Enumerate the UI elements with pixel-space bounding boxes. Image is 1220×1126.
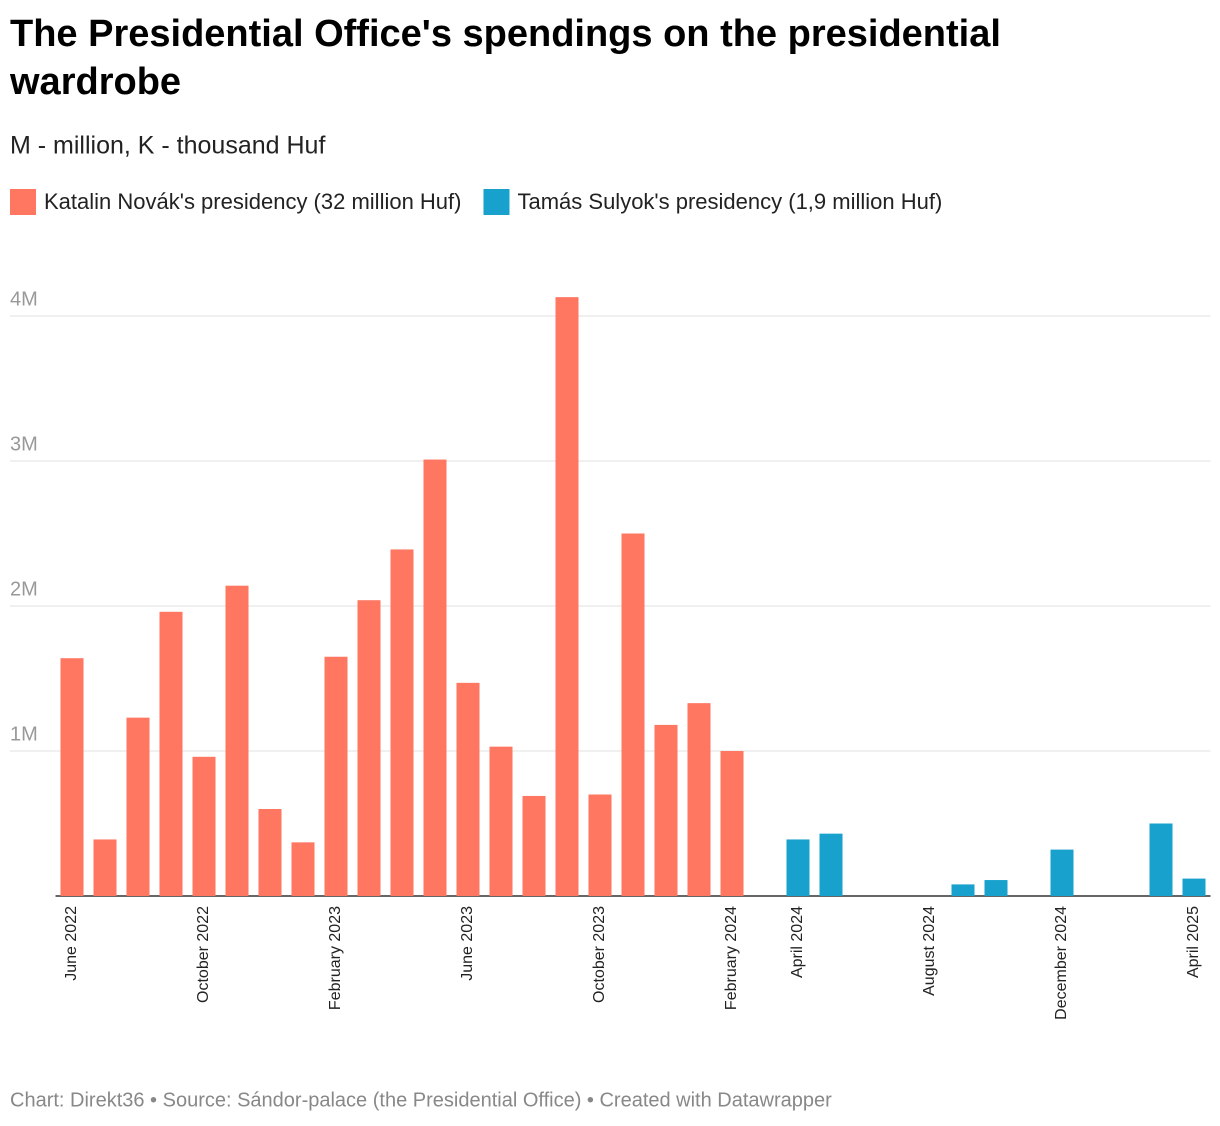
bar bbox=[786, 839, 810, 896]
bar bbox=[687, 703, 711, 896]
x-tick-label: December 2024 bbox=[1053, 906, 1070, 1020]
bar bbox=[423, 459, 447, 896]
bar bbox=[720, 751, 744, 896]
legend-swatch bbox=[483, 189, 510, 215]
x-tick-label: April 2025 bbox=[1185, 906, 1202, 978]
bar bbox=[951, 884, 975, 896]
x-tick-label: February 2023 bbox=[327, 906, 344, 1010]
x-tick-label: April 2024 bbox=[789, 906, 806, 978]
x-tick-label: August 2024 bbox=[921, 906, 938, 996]
bar bbox=[984, 880, 1008, 896]
chart-footer: Chart: Direkt36 • Source: Sándor-palace … bbox=[10, 1089, 832, 1111]
bar bbox=[192, 756, 216, 896]
y-tick-label: 1M bbox=[10, 723, 38, 745]
y-tick-label: 3M bbox=[10, 433, 38, 455]
bar bbox=[1149, 823, 1173, 896]
bar bbox=[621, 533, 645, 896]
chart-subtitle: M - million, K - thousand Huf bbox=[10, 132, 325, 160]
legend-swatch bbox=[10, 189, 36, 215]
legend-label: Katalin Novák's presidency (32 million H… bbox=[44, 189, 461, 214]
bar bbox=[159, 611, 183, 896]
chart-title: The Presidential Office's spendings on t… bbox=[9, 13, 1001, 103]
x-tick-label: October 2022 bbox=[195, 906, 212, 1003]
bar bbox=[1182, 878, 1206, 896]
bar bbox=[357, 600, 381, 896]
x-tick-label: October 2023 bbox=[591, 906, 608, 1003]
bar bbox=[522, 795, 546, 896]
bar bbox=[60, 658, 84, 896]
bar bbox=[225, 585, 249, 896]
bar bbox=[819, 833, 843, 896]
x-tick-label: February 2024 bbox=[723, 906, 740, 1010]
bar bbox=[456, 682, 480, 896]
bar bbox=[654, 724, 678, 896]
bar bbox=[258, 809, 282, 896]
bar bbox=[1050, 849, 1074, 896]
x-tick-label: June 2022 bbox=[63, 906, 80, 981]
x-tick-label: June 2023 bbox=[459, 906, 476, 981]
bar bbox=[291, 842, 315, 896]
legend-label: Tamás Sulyok's presidency (1,9 million H… bbox=[517, 189, 942, 214]
bar bbox=[93, 839, 117, 896]
bar bbox=[126, 717, 150, 896]
bar bbox=[555, 297, 579, 896]
bar bbox=[324, 656, 348, 896]
y-tick-label: 2M bbox=[10, 578, 38, 600]
bar bbox=[588, 794, 612, 896]
y-tick-label: 4M bbox=[10, 288, 38, 310]
bar bbox=[390, 549, 414, 896]
bar bbox=[489, 746, 513, 896]
